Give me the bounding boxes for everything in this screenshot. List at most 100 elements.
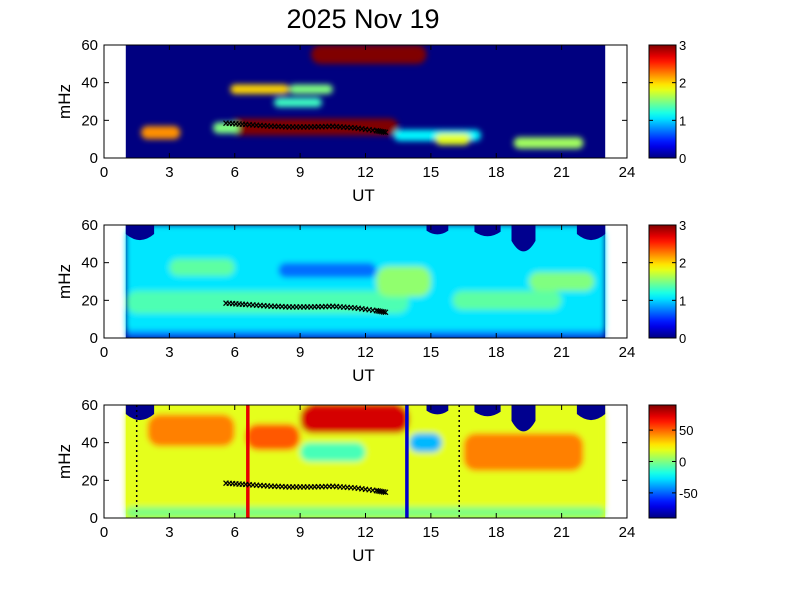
data-gap-3 [474,405,501,417]
x-axis-label: UT [352,546,375,565]
data-gap-5 [576,225,606,241]
x-tick-label: 6 [231,524,239,541]
colorbar-tick-label: 0 [679,331,686,346]
data-gap-2 [426,225,449,235]
colorbar-tick-label: 1 [679,113,686,128]
panel-3: 0 3 6 9 12 15 18 21 24 0 20 40 60 UT mHz 50 0 -50 [55,397,698,565]
x-axis-label: UT [352,186,375,205]
y-tick-label: 40 [81,255,98,272]
spectral-feature-4 [245,423,301,451]
y-axis-label: mHz [55,84,74,119]
x-tick-label: 24 [619,164,636,181]
x-tick-label: 0 [100,344,108,361]
y-tick-label: 20 [81,112,98,129]
spectral-feature-5 [463,433,584,471]
spectral-feature-7 [409,433,442,453]
spectral-feature-10 [273,97,322,108]
spectral-feature-8 [230,84,290,94]
x-tick-label: 18 [488,344,505,361]
x-tick-label: 18 [488,164,505,181]
y-tick-label: 20 [81,292,98,309]
data-gap-4 [511,405,536,432]
spectral-feature-6 [300,442,366,462]
x-tick-label: 12 [357,524,374,541]
y-tick-label: 60 [81,217,98,234]
spectrogram-1 [125,45,606,158]
x-tick-label: 15 [423,524,440,541]
data-gap-3 [474,225,501,237]
x-tick-label: 18 [488,524,505,541]
x-tick-label: 21 [553,164,570,181]
colorbar-tick-label: 3 [679,38,686,53]
colorbar-tick-label: 2 [679,76,686,91]
spectrogram-3 [125,405,606,518]
x-tick-label: 21 [553,344,570,361]
x-tick-label: 12 [357,344,374,361]
x-tick-label: 15 [423,164,440,181]
x-tick-label: 9 [296,164,304,181]
spectral-feature-7 [513,137,584,149]
y-axis-label: mHz [55,444,74,479]
spectral-feature-2 [300,405,410,434]
colorbar [648,404,677,519]
y-tick-label: 40 [81,435,98,452]
track-point [382,489,389,496]
y-tick-label: 60 [81,37,98,54]
x-tick-label: 15 [423,344,440,361]
spectral-feature-6 [452,290,562,310]
x-tick-label: 0 [100,164,108,181]
y-axis-label: mHz [55,264,74,299]
track-point [380,129,387,135]
x-tick-label: 12 [357,164,374,181]
spectral-feature-7 [528,272,595,291]
colorbar-tick-label: 2 [679,256,686,271]
colorbar-tick-label: 0 [679,455,686,470]
x-tick-label: 24 [619,344,636,361]
colorbar-tick-label: -50 [679,486,698,501]
track-point [380,309,387,315]
x-tick-label: 9 [296,524,304,541]
x-tick-label: 6 [231,164,239,181]
data-gap-5 [576,405,606,421]
x-tick-label: 0 [100,524,108,541]
track-point [382,129,389,136]
track-point [382,309,389,316]
y-tick-label: 0 [90,330,98,347]
y-tick-label: 0 [90,150,98,167]
y-tick-label: 0 [90,510,98,527]
y-tick-label: 20 [81,472,98,489]
spectral-feature-4 [278,262,377,278]
colorbar-tick-label: 0 [679,151,686,166]
colorbar [648,44,677,159]
x-tick-label: 3 [165,164,173,181]
frequency-track [223,120,389,136]
x-tick-label: 3 [165,524,173,541]
colorbar [648,224,677,339]
x-axis-label: UT [352,366,375,385]
spectral-feature-6 [435,133,471,145]
x-tick-label: 6 [231,344,239,361]
colorbar-tick-label: 50 [679,423,693,438]
data-gap-2 [426,405,449,415]
spectral-feature-3 [141,125,181,140]
data-gap-4 [511,225,536,252]
track-point [380,489,387,495]
data-gap-1 [125,225,155,241]
x-tick-label: 3 [165,344,173,361]
y-tick-label: 40 [81,75,98,92]
colorbar-tick-label: 1 [679,293,686,308]
figure-title: 2025 Nov 19 [286,4,439,34]
y-tick-label: 60 [81,397,98,414]
spectral-feature-3 [147,414,235,447]
x-tick-label: 9 [296,344,304,361]
spectral-feature-2 [311,45,427,64]
spectral-feature-5 [376,266,431,297]
x-tick-label: 24 [619,524,636,541]
colorbar-tick-label: 3 [679,218,686,233]
spectrogram-2 [125,225,606,338]
x-tick-label: 21 [553,524,570,541]
spectral-feature-4 [212,122,240,134]
